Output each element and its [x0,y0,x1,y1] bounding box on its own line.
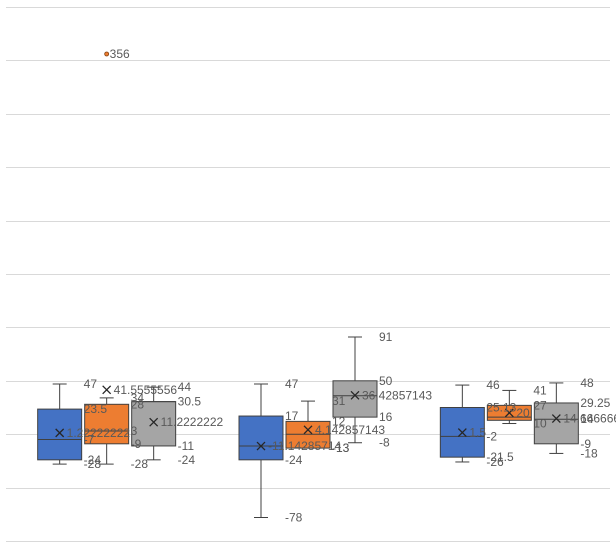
data-label: 46 [486,378,500,392]
data-label: 28 [131,397,145,411]
data-label: -2 [486,429,497,443]
mean-marker [102,385,112,395]
data-label: 25.13 [486,401,516,415]
data-label: 10 [533,417,547,431]
data-label: 356 [110,47,130,61]
data-label: 14.6666667 [563,412,616,426]
data-label: 36.42857143 [362,388,432,402]
mean-marker [457,428,467,438]
data-label: -24 [178,453,196,467]
mean-marker [551,414,561,423]
data-label: -21.5 [486,450,514,464]
data-label: 3 [131,424,138,438]
mean-marker [55,428,65,438]
mean-marker [303,425,313,435]
data-label: 48 [580,376,594,390]
data-label: 31 [332,394,346,408]
data-label: 41 [533,383,547,397]
data-label: 14 [580,412,594,426]
data-label: -13 [332,441,350,455]
data-label: 91 [379,330,393,344]
data-label: -11.14285714 [268,439,342,453]
data-label: 1.5 [469,426,486,440]
data-label: -9 [131,437,142,451]
data-labels: 4723.51.22222222-7-24-28356342841.555555… [67,47,616,525]
data-label: -28 [131,457,149,471]
box-body [238,415,284,461]
data-label: 16 [379,410,393,424]
data-label: -18 [580,446,598,460]
data-label: 23.5 [84,402,108,416]
box-body [332,380,378,418]
data-label: 34 [131,391,145,405]
box-body [285,420,331,449]
data-label: -7 [84,433,95,447]
data-label: -9 [580,437,591,451]
mean-marker [504,408,514,418]
data-label: 17 [285,409,299,423]
mean-marker [149,417,159,427]
data-label: -24 [285,453,303,467]
data-label: 27 [533,398,547,412]
data-label: 47 [285,377,299,391]
data-label: 4.142857143 [315,423,385,437]
data-label: 30.5 [178,395,202,409]
data-label: 12 [332,414,346,428]
data-label: -26 [486,455,504,469]
mean-marker [350,390,360,400]
box-body [37,408,83,461]
data-label: -24 [84,453,102,467]
data-label: 1.22222222 [67,426,131,440]
box-body [84,403,130,445]
data-label: -11 [178,439,195,453]
outlier-point [104,51,110,57]
data-label: 50 [379,374,393,388]
data-label: 29.25 [580,396,610,410]
data-label: 44 [178,380,192,394]
data-label: 41.5555556 [114,383,178,397]
data-label: -78 [285,511,303,525]
data-label: -8 [379,436,390,450]
mean-marker [256,441,266,451]
data-label: -13 [332,441,350,455]
data-label: 20 [516,406,530,420]
data-label: -28 [84,457,102,471]
box-body [533,402,579,445]
data-label: 11.2222222 [161,415,224,429]
box-series-area [37,51,579,519]
data-label: 47 [84,377,98,391]
